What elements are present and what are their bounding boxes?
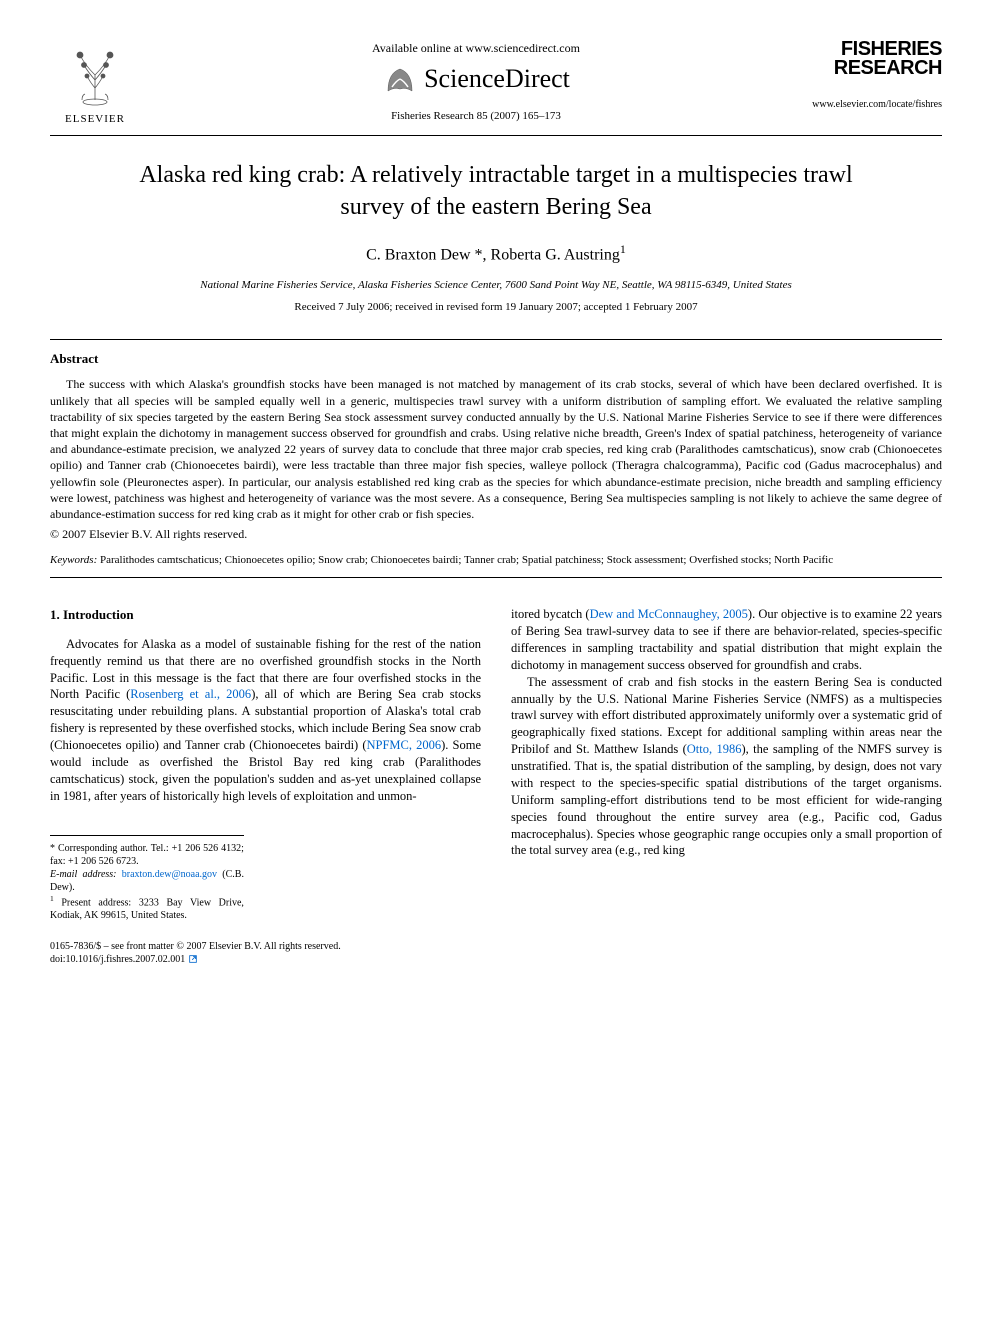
header-row: ELSEVIER Available online at www.science…	[50, 40, 942, 127]
doi-text: doi:10.1016/j.fishres.2007.02.001	[50, 954, 185, 965]
abstract-copyright: © 2007 Elsevier B.V. All rights reserved…	[50, 526, 942, 543]
abstract-text: The success with which Alaska's groundfi…	[50, 376, 942, 522]
abstract-bottom-divider	[50, 577, 942, 578]
intro-paragraph-2: The assessment of crab and fish stocks i…	[511, 674, 942, 860]
footnote-text: Present address: 3233 Bay View Drive, Ko…	[50, 897, 244, 921]
citation-link[interactable]: Rosenberg et al., 2006	[130, 687, 251, 701]
footer: 0165-7836/$ – see front matter © 2007 El…	[50, 940, 942, 966]
email-line: E-mail address: braxton.dew@noaa.gov (C.…	[50, 868, 244, 894]
issn-line: 0165-7836/$ – see front matter © 2007 El…	[50, 940, 942, 953]
article-dates: Received 7 July 2006; received in revise…	[50, 300, 942, 315]
footnote-1: 1 Present address: 3233 Bay View Drive, …	[50, 894, 244, 922]
text-fragment: ), the sampling of the NMFS survey is un…	[511, 742, 942, 857]
citation-link[interactable]: Dew and McConnaughey, 2005	[590, 607, 748, 621]
email-label: E-mail address:	[50, 869, 117, 880]
doi-line: doi:10.1016/j.fishres.2007.02.001	[50, 953, 942, 966]
citation-link[interactable]: Otto, 1986	[687, 742, 742, 756]
external-link-icon[interactable]	[188, 954, 200, 966]
section-heading: 1. Introduction	[50, 606, 481, 624]
journal-url: www.elsevier.com/locate/fishres	[812, 98, 942, 112]
email-link[interactable]: braxton.dew@noaa.gov	[117, 869, 218, 880]
corresponding-author: * Corresponding author. Tel.: +1 206 526…	[50, 842, 244, 868]
sciencedirect-icon	[382, 61, 418, 97]
keywords: Keywords: Paralithodes camtschaticus; Ch…	[50, 553, 942, 567]
intro-paragraph-1-cont: itored bycatch (Dew and McConnaughey, 20…	[511, 606, 942, 674]
footnote-sup: 1	[50, 894, 54, 903]
fisheries-research-logo: FISHERIES RESEARCH www.elsevier.com/loca…	[812, 40, 942, 112]
intro-paragraph-1: Advocates for Alaska as a model of susta…	[50, 636, 481, 805]
elsevier-text: ELSEVIER	[65, 112, 125, 127]
authors-text: C. Braxton Dew *, Roberta G. Austring	[366, 246, 620, 263]
abstract-top-divider	[50, 339, 942, 340]
text-fragment: itored bycatch (	[511, 607, 590, 621]
center-header: Available online at www.sciencedirect.co…	[140, 40, 812, 125]
sciencedirect-text: ScienceDirect	[424, 61, 570, 97]
sciencedirect-logo: ScienceDirect	[140, 61, 812, 97]
affiliation: National Marine Fisheries Service, Alask…	[50, 278, 942, 293]
author-footnote-marker: 1	[620, 242, 626, 256]
abstract-heading: Abstract	[50, 350, 942, 368]
footnotes: * Corresponding author. Tel.: +1 206 526…	[50, 835, 244, 922]
elsevier-logo: ELSEVIER	[50, 40, 140, 127]
available-online-text: Available online at www.sciencedirect.co…	[140, 40, 812, 57]
header-divider	[50, 135, 942, 136]
elsevier-tree-icon	[60, 40, 130, 110]
keywords-label: Keywords:	[50, 554, 97, 566]
article-title: Alaska red king crab: A relatively intra…	[110, 160, 882, 222]
journal-reference: Fisheries Research 85 (2007) 165–173	[140, 109, 812, 124]
citation-link[interactable]: NPFMC, 2006	[367, 738, 442, 752]
right-column: itored bycatch (Dew and McConnaughey, 20…	[511, 606, 942, 922]
left-column: 1. Introduction Advocates for Alaska as …	[50, 606, 481, 922]
authors: C. Braxton Dew *, Roberta G. Austring1	[50, 241, 942, 267]
body-columns: 1. Introduction Advocates for Alaska as …	[50, 606, 942, 922]
fisheries-title-line2: RESEARCH	[812, 59, 942, 78]
keywords-text: Paralithodes camtschaticus; Chionoecetes…	[97, 554, 833, 566]
